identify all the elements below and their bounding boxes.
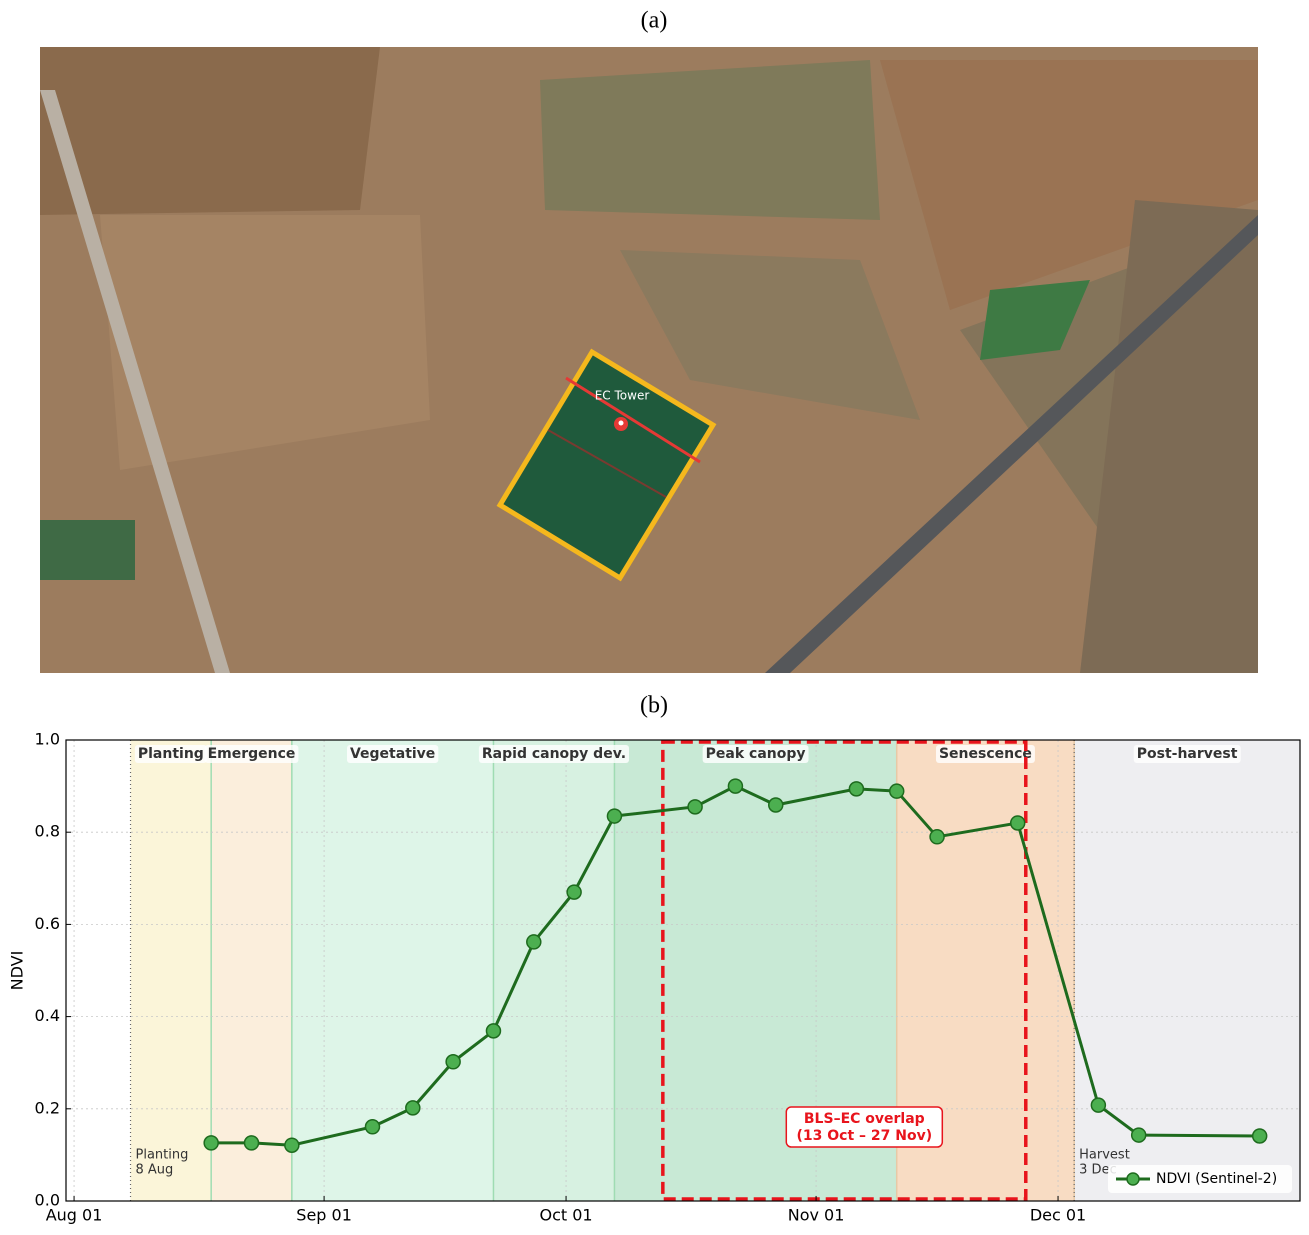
phase-label: Rapid canopy dev. [482, 746, 626, 762]
data-point [485, 1023, 502, 1039]
satellite-image: EC Tower [40, 47, 1258, 673]
panel-label: (b) [640, 693, 668, 719]
data-point [243, 1135, 260, 1151]
phase-band [291, 740, 494, 1201]
overlap-label: (13 Oct – 27 Nov) [796, 1128, 932, 1144]
map-annotation: EC Tower [595, 389, 650, 403]
data-point [929, 829, 945, 845]
data-point [1009, 815, 1026, 831]
data-point [727, 778, 744, 794]
data-point [284, 1137, 300, 1153]
legend-marker [1126, 1172, 1140, 1186]
y-tick-label: 0.0 [35, 1191, 60, 1210]
phase-label: Peak canopy [706, 746, 806, 762]
data-point [566, 884, 582, 900]
legend-label: NDVI (Sentinel-2) [1156, 1171, 1277, 1187]
legend-box [1108, 1165, 1292, 1193]
event-label: Planting [136, 1148, 189, 1163]
event-label: 3 Dec [1079, 1163, 1117, 1178]
data-point [445, 1054, 461, 1070]
data-point [405, 1100, 421, 1116]
phase-label: Post-harvest [1137, 746, 1238, 762]
phase-label-bg [346, 745, 439, 763]
y-tick-label: 0.4 [35, 1006, 60, 1025]
data-point [888, 783, 905, 799]
phase-label-bg [1133, 745, 1241, 763]
x-tick-label: Aug 01 [46, 1206, 103, 1225]
phase-band [493, 740, 615, 1201]
phase-label-bg [935, 745, 1035, 763]
y-axis-label: NDVI [8, 951, 27, 991]
overlap-label-bg [785, 1106, 944, 1148]
phase-band [1074, 740, 1300, 1201]
phase-label-bg [134, 745, 207, 763]
data-point [848, 781, 865, 797]
data-point [687, 799, 703, 815]
y-tick-label: 0.8 [35, 822, 60, 841]
data-point [364, 1119, 381, 1135]
phase-label: Senescence [939, 746, 1032, 762]
x-tick-label: Nov 01 [788, 1206, 845, 1225]
phase-label: Emergence [208, 746, 296, 762]
data-point [606, 808, 623, 824]
data-point [1251, 1128, 1268, 1144]
plot-frame [65, 739, 1301, 1202]
x-tick-label: Oct 01 [539, 1206, 592, 1225]
phase-label-bg [478, 745, 630, 763]
phase-label-bg [204, 745, 299, 763]
phase-label-bg [702, 745, 809, 763]
data-point [1130, 1127, 1147, 1143]
phase-label: Vegetative [350, 746, 435, 762]
data-point [768, 797, 784, 813]
y-tick-label: 0.2 [35, 1098, 60, 1117]
phase-band [211, 740, 292, 1201]
phase-band [130, 740, 212, 1201]
data-point [526, 934, 542, 950]
panel-label: (a) [641, 8, 668, 34]
y-tick-label: 1.0 [35, 730, 60, 749]
data-point [1090, 1097, 1107, 1113]
event-label: 8 Aug [136, 1163, 174, 1178]
overlap-label: BLS–EC overlap [804, 1111, 925, 1127]
y-tick-label: 0.6 [35, 914, 60, 933]
overlap-box [661, 740, 1028, 1201]
x-tick-label: Dec 01 [1030, 1206, 1086, 1225]
data-point [203, 1135, 219, 1151]
x-tick-label: Sep 01 [296, 1206, 352, 1225]
phase-label: Planting [138, 746, 204, 762]
event-label: Harvest [1079, 1148, 1130, 1163]
